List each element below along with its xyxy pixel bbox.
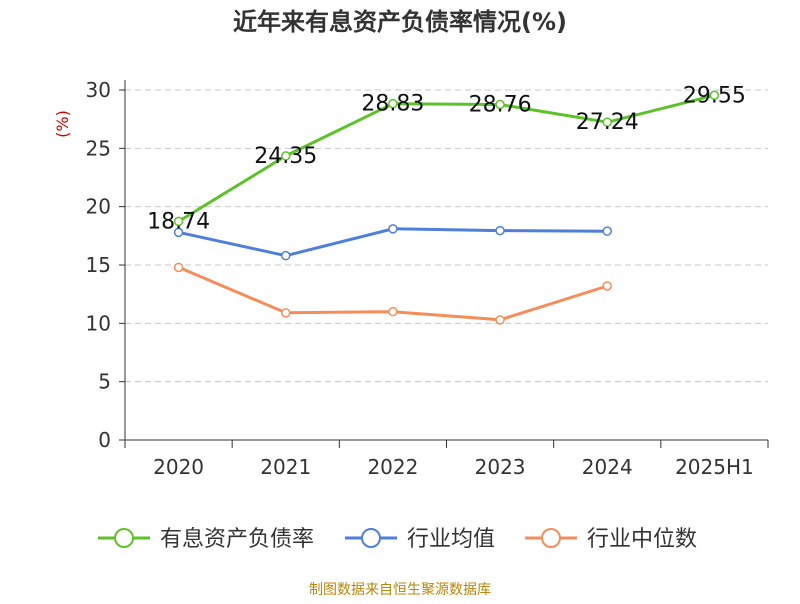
x-tick-label: 2021 [260,455,311,479]
x-tick-label: 2020 [153,455,204,479]
grid-lines [125,89,768,383]
y-axis-label: (%) [53,110,72,138]
legend-swatch-marker [114,528,134,548]
data-point [281,308,291,318]
data-point [602,226,612,236]
data-point [388,98,398,109]
data-point [709,90,720,100]
legend-label: 行业均值 [407,527,495,552]
data-point [173,227,184,238]
series-lines [173,90,720,325]
legend-label: 有息资产负债率 [160,527,314,552]
y-tick-label: 15 [86,253,111,277]
data-point [388,224,398,234]
data-labels: 18.74 24.35 28.83 28.76 27.24 29.55 [147,83,746,234]
legend-swatch-marker [361,528,381,548]
x-tick-label: 2024 [582,455,633,479]
data-label: 28.83 [361,92,424,117]
data-label: 24.35 [254,144,317,169]
data-point [602,117,612,127]
data-point [173,216,184,227]
source-note: 制图数据来自恒生聚源数据库 [309,582,491,598]
data-point [602,281,612,291]
x-tick-label: 2025H1 [675,455,754,479]
data-point [281,250,291,261]
y-tick-label: 5 [98,370,111,394]
data-point [495,99,505,110]
data-point [281,151,291,161]
y-tick-label: 0 [98,428,111,452]
x-tick-label: 2022 [367,455,418,479]
legend: 有息资产负债率 行业均值 行业中位数 [98,527,697,552]
y-tick-label: 30 [86,78,111,102]
y-tick-label: 20 [86,195,111,219]
data-point [495,225,505,236]
legend-swatch-marker [541,528,561,548]
data-point [173,262,184,273]
axes: 0 5 10 15 20 25 30 2020 2021 2022 2023 2024 2025H1 [86,78,769,479]
data-label: 29.55 [683,83,746,108]
y-tick-label: 10 [86,311,111,335]
data-label: 28.76 [469,92,532,117]
legend-label: 行业中位数 [587,527,697,552]
data-point [495,315,505,325]
data-label: 27.24 [576,110,639,135]
x-tick-label: 2023 [475,455,526,479]
data-label: 18.74 [147,209,210,234]
chart-title: 近年来有息资产负债率情况(%) [233,8,567,36]
y-tick-label: 25 [86,136,111,160]
series-line-0 [177,93,715,223]
data-point [388,306,398,317]
